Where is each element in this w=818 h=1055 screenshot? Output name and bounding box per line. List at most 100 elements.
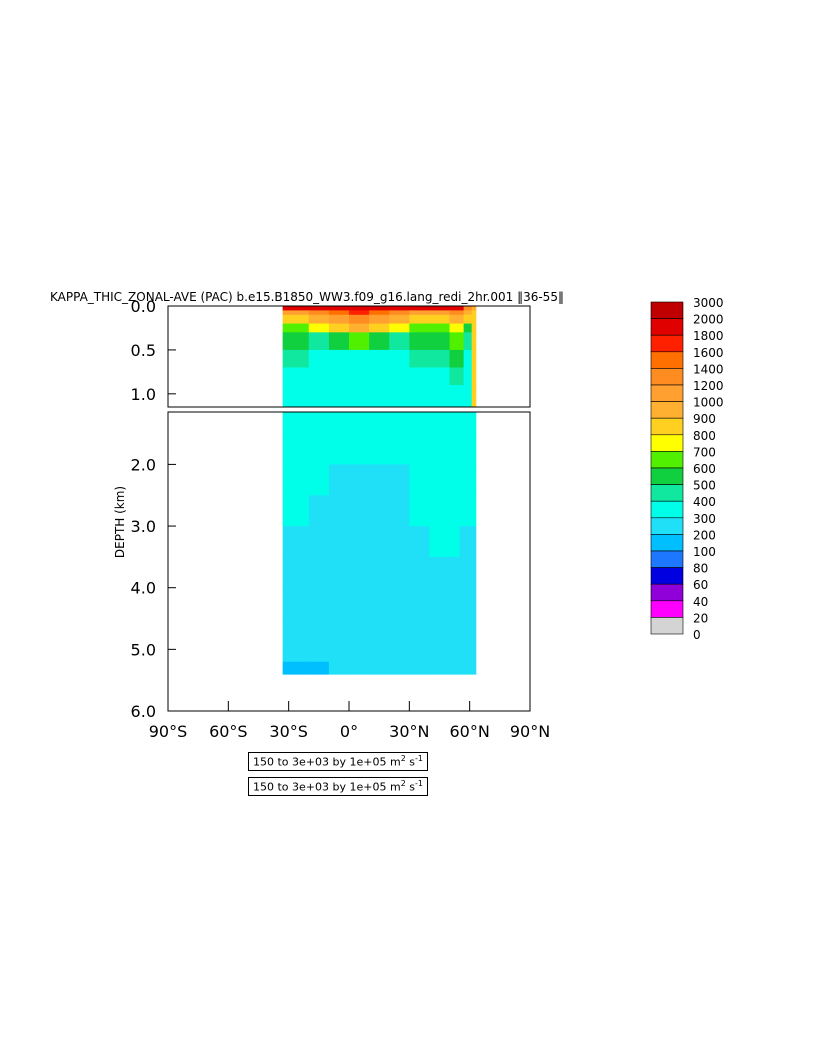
- field-cell: [282, 385, 310, 407]
- field-cell: [463, 385, 473, 407]
- field-cell: [429, 314, 451, 325]
- field-cell: [349, 464, 370, 496]
- colorbar-label: 3000: [693, 296, 724, 310]
- field-cell: [429, 412, 451, 435]
- field-cell: [308, 464, 330, 496]
- field-cell: [282, 323, 310, 333]
- contour-info-box-1: 150 to 3e+03 by 1e+05 m2 s-1: [248, 752, 429, 771]
- field-cell: [349, 367, 370, 386]
- field-cell: [328, 495, 350, 527]
- field-cell: [328, 323, 350, 333]
- colorbar-swatch: [650, 500, 684, 519]
- field-cell: [349, 649, 370, 663]
- upper-panel: 0.0 0.5 1.0: [131, 297, 531, 408]
- colorbar-swatch: [650, 384, 684, 402]
- field-cell: [449, 367, 465, 386]
- colorbar: 3000200018001600140012001000900800700600…: [650, 296, 724, 642]
- contour-info-text: 150 to 3e+03 by 1e+05 m: [253, 755, 401, 769]
- field-cell: [389, 618, 410, 650]
- field-cell: [469, 649, 477, 663]
- field-cell: [469, 495, 477, 527]
- field-cell: [429, 306, 451, 311]
- field-cell: [469, 464, 477, 496]
- field-cell: [471, 323, 477, 333]
- colorbar-label: 600: [693, 462, 716, 476]
- field-cell: [282, 649, 310, 663]
- unit-tail: s: [405, 755, 416, 769]
- field-cell: [369, 310, 390, 316]
- field-cell: [449, 556, 461, 589]
- field-cell: [409, 526, 431, 558]
- field-cell: [389, 367, 410, 386]
- colorbar-label: 800: [693, 429, 716, 443]
- field-cell: [409, 618, 431, 650]
- colorbar-label: 1200: [693, 379, 724, 393]
- field-cell: [328, 618, 350, 650]
- field-cell: [469, 587, 477, 620]
- field-cell: [308, 367, 330, 386]
- y-tick-label: 0.5: [131, 341, 156, 360]
- field-cell: [369, 385, 390, 407]
- field-cell: [449, 587, 461, 620]
- field-cell: [463, 367, 473, 386]
- colorbar-label: 1600: [693, 346, 724, 360]
- field-cell: [328, 306, 350, 311]
- field-cell: [349, 306, 370, 311]
- field-cell: [429, 661, 451, 675]
- colorbar-swatch: [650, 550, 684, 568]
- field-cell: [349, 323, 370, 333]
- field-cell: [449, 495, 461, 527]
- field-cell: [469, 412, 477, 435]
- field-cell: [369, 618, 390, 650]
- field-cell: [349, 314, 370, 325]
- field-cell: [471, 314, 477, 325]
- colorbar-swatch: [650, 567, 684, 585]
- field-cell: [328, 367, 350, 386]
- unit-exponent: -1: [415, 779, 424, 788]
- field-cell: [369, 314, 390, 325]
- colorbar-label: 40: [693, 595, 708, 609]
- colorbar-label: 700: [693, 445, 716, 459]
- colorbar-swatch: [650, 334, 684, 353]
- field-cell: [328, 526, 350, 558]
- field-cell: [459, 649, 471, 663]
- field-cell: [429, 385, 451, 407]
- field-cell: [471, 349, 477, 369]
- field-cell: [389, 385, 410, 407]
- contour-info-box-2: 150 to 3e+03 by 1e+05 m2 s-1: [248, 777, 429, 796]
- field-cell: [308, 349, 330, 369]
- field-cell: [409, 310, 431, 316]
- field-cell: [389, 464, 410, 496]
- field-cell: [471, 306, 477, 311]
- field-cell: [369, 587, 390, 620]
- y-tick-label: 6.0: [131, 702, 156, 721]
- field-cell: [449, 618, 461, 650]
- field-cell: [449, 332, 465, 351]
- field-cell: [349, 385, 370, 407]
- field-cell: [429, 332, 451, 351]
- field-cell: [328, 464, 350, 496]
- field-cell: [328, 385, 350, 407]
- field-cell: [282, 526, 310, 558]
- colorbar-label: 1400: [693, 362, 724, 376]
- field-cell: [328, 314, 350, 325]
- field-cell: [282, 556, 310, 589]
- field-cell: [449, 323, 465, 333]
- unit-exponent: 2: [400, 779, 406, 788]
- field-cell: [471, 367, 477, 386]
- field-cell: [409, 649, 431, 663]
- field-cell: [459, 618, 471, 650]
- field-cell: [389, 412, 410, 435]
- field-cell: [328, 349, 350, 369]
- field-cell: [409, 495, 431, 527]
- lower-panel-field: [282, 412, 477, 675]
- field-cell: [469, 433, 477, 466]
- field-cell: [449, 661, 461, 675]
- colorbar-swatch: [650, 583, 684, 602]
- field-cell: [369, 349, 390, 369]
- colorbar-swatch: [650, 401, 684, 419]
- field-cell: [389, 349, 410, 369]
- field-cell: [369, 367, 390, 386]
- field-cell: [328, 412, 350, 435]
